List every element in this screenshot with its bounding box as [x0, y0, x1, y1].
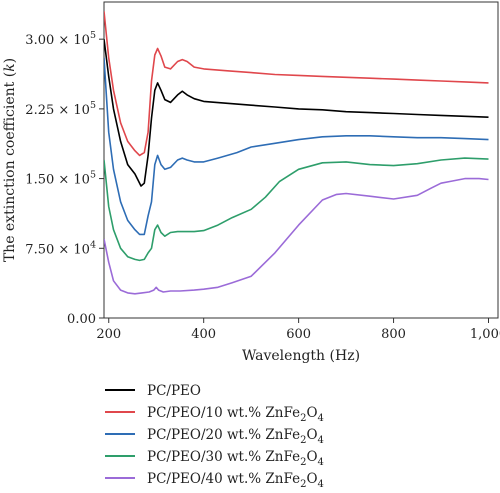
series-line-4: [104, 157, 489, 262]
series-line-1: [104, 39, 489, 187]
series-line-2: [104, 11, 489, 157]
y-tick-label: 1.50 × 105: [25, 170, 96, 188]
x-tick-label: 600: [286, 327, 311, 342]
axes: 200 400 600 800 1,000 0.00 7.50 × 104 1.50 × 10…: [2, 30, 500, 364]
legend-label-4: PC/PEO/30 wt.% ZnFe2O4: [147, 449, 324, 468]
legend-label-1: PC/PEO: [147, 383, 201, 399]
x-tick-label: 1,000: [470, 327, 500, 342]
y-tick-label: 7.50 × 104: [25, 239, 96, 257]
x-tick-label: 200: [96, 327, 121, 342]
x-axis-title: Wavelength (Hz): [242, 348, 360, 364]
legend-label-3: PC/PEO/20 wt.% ZnFe2O4: [147, 427, 324, 446]
x-tick-label: 400: [191, 327, 216, 342]
y-tick-label: 3.00 × 105: [25, 30, 96, 48]
series-lines: [104, 11, 489, 295]
legend-label-2: PC/PEO/10 wt.% ZnFe2O4: [147, 405, 324, 424]
x-tick-label: 800: [381, 327, 406, 342]
legend: PC/PEO PC/PEO/10 wt.% ZnFe2O4 PC/PEO/20 wt…: [105, 383, 324, 490]
legend-label-5: PC/PEO/40 wt.% ZnFe2O4: [147, 471, 324, 490]
y-axis-title: The extinction coefficient (k): [2, 58, 18, 262]
y-tick-label: 2.25 × 105: [25, 100, 96, 118]
y-tick-label: 0.00: [67, 312, 96, 327]
series-line-5: [104, 177, 489, 295]
series-line-3: [104, 57, 489, 236]
